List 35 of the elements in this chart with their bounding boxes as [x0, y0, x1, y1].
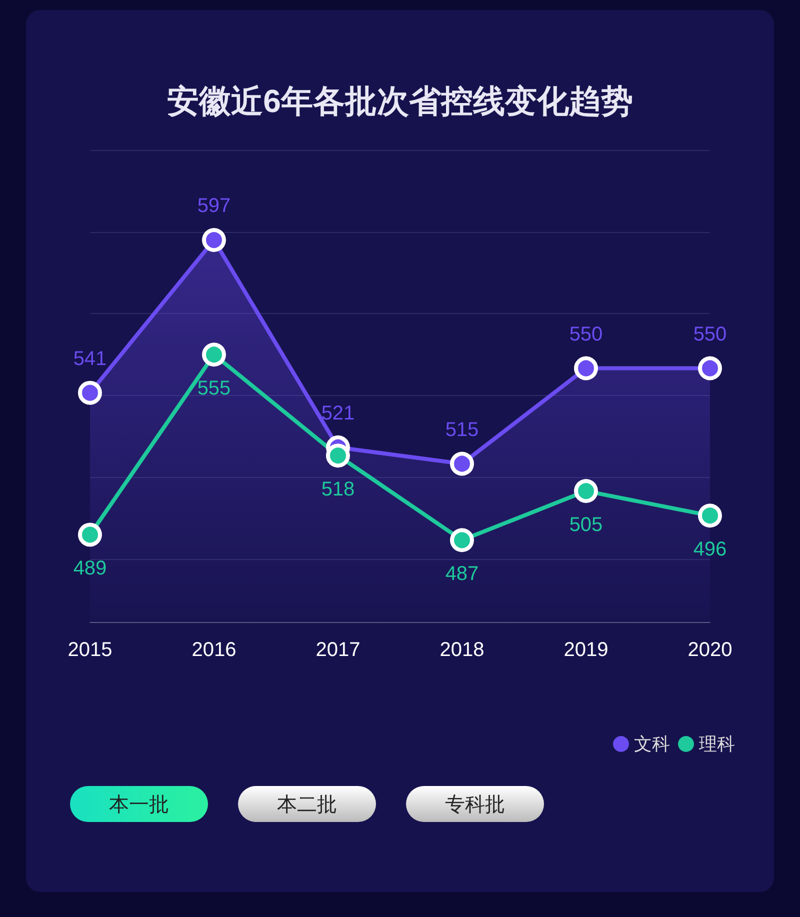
- x-tick-label: 2019: [564, 639, 608, 661]
- point: [574, 356, 598, 380]
- chart-title: 安徽近6年各批次省控线变化趋势: [167, 83, 633, 119]
- point: [698, 356, 722, 380]
- data-label: 487: [445, 563, 479, 586]
- point: [450, 528, 474, 552]
- x-tick-label: 2017: [316, 639, 360, 661]
- point: [202, 228, 226, 252]
- data-label: 489: [73, 558, 107, 580]
- point: [202, 342, 226, 367]
- data-label: 550: [569, 323, 603, 346]
- point: [78, 380, 102, 405]
- data-label: 550: [693, 323, 727, 346]
- tab-button: 本二批: [238, 786, 376, 822]
- data-label: 555: [197, 378, 231, 400]
- point: [78, 522, 102, 547]
- point: [450, 452, 474, 476]
- data-label: 496: [693, 538, 727, 561]
- tab-button: 本一批: [70, 786, 208, 822]
- data-label: 521: [321, 402, 355, 424]
- data-label: 518: [321, 478, 355, 501]
- point: [698, 504, 722, 528]
- data-label: 515: [445, 418, 479, 441]
- legend-label: 理科: [699, 734, 735, 754]
- data-label: 505: [569, 514, 603, 536]
- x-tick-label: 2020: [688, 639, 732, 661]
- data-label: 541: [73, 348, 107, 370]
- x-tick-label: 2016: [192, 639, 236, 661]
- x-tick-label: 2015: [68, 639, 112, 661]
- point: [326, 444, 350, 468]
- legend-label: 文科: [634, 734, 670, 754]
- x-tick-label: 2018: [440, 639, 484, 661]
- data-label: 597: [197, 195, 231, 218]
- point: [574, 479, 598, 504]
- tab-button: 专科批: [406, 786, 544, 822]
